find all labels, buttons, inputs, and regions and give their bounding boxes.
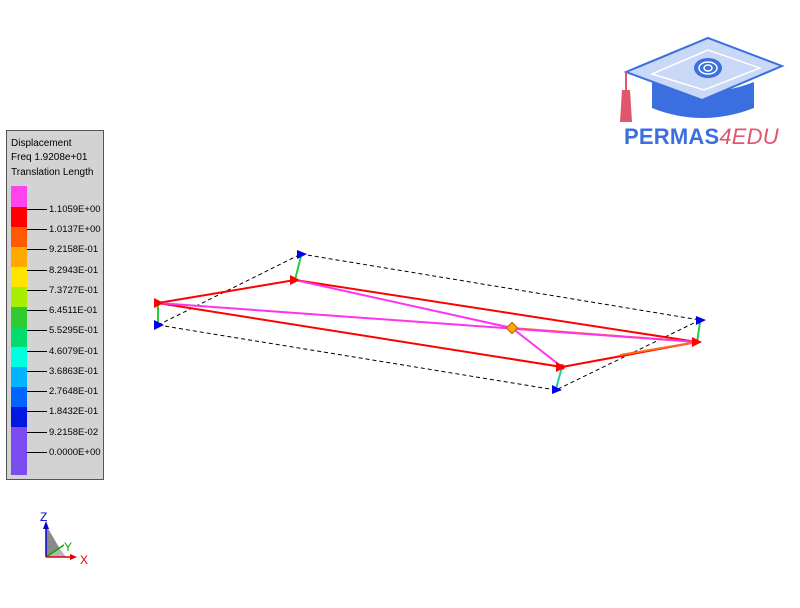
undeformed-edge (157, 324, 557, 391)
legend-value: 1.0137E+00 (49, 224, 101, 235)
deformed-orange-edges (511, 327, 698, 356)
undeformed-edge (300, 253, 701, 321)
z-axis-label: Z (40, 510, 47, 524)
legend-tick (27, 351, 47, 352)
legend-tick (27, 229, 47, 230)
support-arrow (297, 250, 307, 259)
legend-tick (27, 411, 47, 412)
legend-value: 2.7648E-01 (49, 386, 99, 397)
deformed-magenta-edges (157, 279, 698, 368)
legend-title: Displacement (11, 138, 72, 149)
legend-swatch (11, 427, 27, 475)
legend-swatch (11, 227, 27, 248)
legend-tick (27, 391, 47, 392)
legend-swatch (11, 267, 27, 288)
link-top (294, 255, 302, 281)
deformed-arrow (154, 298, 164, 308)
axis-triad: Z Y X (40, 510, 88, 567)
logo-text-main: PERMAS (624, 124, 720, 149)
y-axis-line (45, 544, 65, 558)
legend-value: 8.2943E-01 (49, 265, 99, 276)
legend-tick (27, 270, 47, 271)
legend-swatch (11, 387, 27, 408)
deformed-arrow (692, 337, 702, 347)
support-arrow (154, 320, 164, 330)
legend-tick (27, 310, 47, 311)
deformed-edge (511, 327, 563, 368)
legend-swatch (11, 307, 27, 328)
legend-swatch (11, 207, 27, 228)
support-arrow (552, 385, 562, 394)
legend-swatch (11, 407, 27, 428)
spiral-ring (698, 61, 718, 75)
legend-value: 3.6863E-01 (49, 366, 99, 377)
triad-face (46, 549, 66, 557)
legend-swatch (11, 247, 27, 268)
permas4edu-logo (620, 36, 785, 122)
cap-board-detail (649, 49, 763, 91)
legend-value: 5.5295E-01 (49, 325, 99, 336)
logo-text-suffix: 4EDU (719, 124, 779, 149)
undeformed-edge (157, 253, 302, 326)
legend-value: 0.0000E+00 (49, 447, 101, 458)
legend-swatch (11, 367, 27, 388)
legend-swatch (11, 327, 27, 348)
logo-text: PERMAS4EDU (624, 124, 779, 150)
legend-value: 7.3727E-01 (49, 285, 99, 296)
deformed-edge (294, 279, 698, 343)
legend-quantity: Translation Length (11, 167, 94, 178)
legend-panel: Displacement Freq 1.9208e+01 Translation… (6, 130, 104, 480)
legend-value: 9.2158E-01 (49, 244, 99, 255)
deformed-edge (294, 279, 513, 329)
triad-face (46, 525, 60, 557)
legend-value: 6.4511E-01 (49, 305, 98, 316)
node-marker (505, 321, 519, 335)
x-axis-arrow (70, 554, 77, 560)
deformed-edge (157, 279, 296, 304)
deformed-edge (157, 302, 698, 343)
deformed-arrows (154, 275, 702, 372)
z-axis-arrow (43, 521, 49, 529)
legend-swatch (11, 287, 27, 308)
link-right (696, 321, 701, 344)
deformed-arrow (290, 275, 300, 285)
legend-tick (27, 432, 47, 433)
legend-value: 9.2158E-02 (49, 427, 99, 438)
legend-tick (27, 249, 47, 250)
legend-swatch (11, 186, 27, 207)
deformed-arrow (556, 362, 566, 372)
y-axis-label: Y (64, 540, 72, 554)
deformed-edge (619, 341, 698, 356)
legend-value: 4.6079E-01 (49, 346, 99, 357)
x-axis-label: X (80, 553, 88, 567)
tassel (620, 90, 632, 122)
legend-frequency: Freq 1.9208e+01 (11, 152, 88, 163)
legend-tick (27, 209, 47, 210)
legend-tick (27, 330, 47, 331)
legend-tick (27, 452, 47, 453)
spiral-ring (703, 64, 713, 72)
corner-links (157, 255, 701, 390)
legend-value: 1.8432E-01 (49, 406, 99, 417)
support-arrow (696, 316, 706, 325)
link-bottom (555, 366, 563, 390)
spiral-icon (694, 58, 722, 78)
legend-value: 1.1059E+00 (49, 204, 101, 215)
legend-swatch (11, 347, 27, 368)
legend-tick (27, 371, 47, 372)
legend-tick (27, 290, 47, 291)
deformed-edge (157, 302, 563, 368)
support-markers (154, 250, 706, 394)
